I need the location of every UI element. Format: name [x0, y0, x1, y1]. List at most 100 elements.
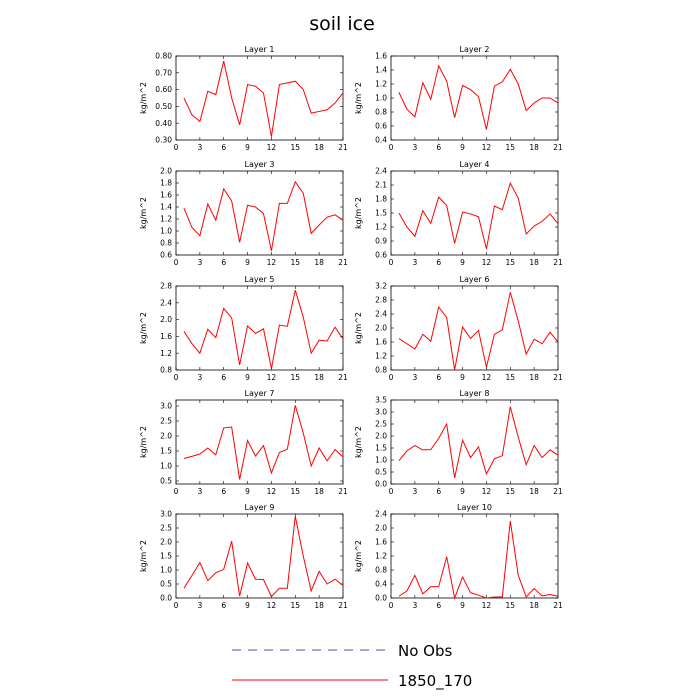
x-tick-label: 3	[412, 487, 417, 496]
y-tick-label: 1.2	[375, 223, 387, 232]
y-tick-label: 0.50	[155, 102, 172, 111]
series-line-1	[398, 520, 559, 600]
x-tick-label: 18	[314, 143, 324, 152]
y-tick-label: 1.4	[375, 66, 387, 75]
x-tick-label: 12	[267, 487, 277, 496]
x-tick-label: 6	[221, 487, 226, 496]
y-tick-label: 2.0	[375, 524, 387, 533]
x-tick-label: 0	[174, 487, 179, 496]
series-line-1	[183, 290, 344, 369]
y-tick-label: 1.6	[160, 191, 172, 200]
x-tick-label: 18	[529, 601, 539, 610]
y-tick-label: 1.2	[375, 552, 387, 561]
series-line-1	[398, 292, 559, 371]
x-tick-label: 3	[197, 373, 202, 382]
y-tick-label: 2.5	[160, 417, 172, 426]
x-tick-label: 6	[221, 373, 226, 382]
x-tick-label: 3	[412, 373, 417, 382]
x-tick-label: 15	[506, 373, 516, 382]
x-tick-label: 0	[174, 143, 179, 152]
y-axis-label: kg/m^2	[139, 426, 148, 458]
x-tick-label: 6	[436, 258, 441, 267]
y-tick-label: 0.8	[160, 366, 172, 375]
x-tick-label: 18	[314, 487, 324, 496]
x-tick-label: 0	[389, 373, 394, 382]
x-tick-label: 21	[338, 487, 348, 496]
y-tick-label: 1.0	[375, 456, 387, 465]
y-axis-label: kg/m^2	[354, 312, 363, 344]
x-tick-label: 0	[389, 601, 394, 610]
y-tick-label: 0.0	[375, 480, 387, 489]
y-axis-label: kg/m^2	[354, 82, 363, 114]
x-tick-label: 0	[389, 487, 394, 496]
y-tick-label: 0.8	[375, 366, 387, 375]
y-tick-label: 1.8	[160, 179, 172, 188]
panel-layer-9: Layer 9 0 3 6 9 12 15 18 21 0.0 0.5 1.0 1.5 2.0 2.5 3.0…	[139, 503, 348, 610]
series-line-1	[398, 181, 559, 250]
y-tick-label: 1.6	[375, 52, 387, 61]
x-tick-label: 12	[267, 601, 277, 610]
y-tick-label: 1.6	[160, 332, 172, 341]
y-tick-label: 1.0	[160, 566, 172, 575]
y-tick-label: 2.8	[375, 296, 387, 305]
series-line-1	[183, 405, 344, 480]
x-tick-label: 15	[506, 487, 516, 496]
x-tick-label: 12	[482, 373, 492, 382]
x-tick-label: 12	[267, 373, 277, 382]
panel-title: Layer 3	[245, 160, 275, 169]
plot-frame	[175, 170, 344, 256]
y-tick-label: 1.6	[375, 338, 387, 347]
x-tick-label: 6	[436, 487, 441, 496]
x-tick-label: 15	[506, 258, 516, 267]
x-tick-label: 6	[436, 373, 441, 382]
x-tick-label: 18	[529, 487, 539, 496]
y-axis-label: kg/m^2	[139, 540, 148, 572]
y-tick-label: 1.5	[375, 209, 387, 218]
y-tick-label: 0.9	[375, 237, 387, 246]
plot-frame	[175, 399, 344, 485]
plot-frame	[390, 285, 559, 371]
y-tick-label: 2.4	[375, 310, 387, 319]
y-tick-label: 1.8	[375, 195, 387, 204]
x-tick-label: 18	[314, 258, 324, 267]
x-tick-label: 6	[436, 143, 441, 152]
y-tick-label: 2.0	[160, 538, 172, 547]
y-tick-label: 0.5	[375, 468, 387, 477]
y-tick-label: 1.2	[375, 352, 387, 361]
y-axis-label: kg/m^2	[139, 82, 148, 114]
x-tick-label: 15	[291, 601, 301, 610]
y-tick-label: 2.4	[160, 298, 172, 307]
x-tick-label: 6	[436, 601, 441, 610]
y-tick-label: 1.2	[160, 349, 172, 358]
x-tick-label: 18	[314, 601, 324, 610]
x-tick-label: 21	[553, 373, 563, 382]
y-tick-label: 0.5	[160, 477, 172, 486]
y-tick-label: 1.6	[375, 538, 387, 547]
y-tick-label: 0.70	[155, 68, 172, 77]
x-tick-label: 12	[482, 143, 492, 152]
plot-frame	[390, 170, 559, 256]
y-tick-label: 3.2	[375, 282, 387, 291]
x-tick-label: 9	[245, 601, 250, 610]
y-tick-label: 2.5	[160, 524, 172, 533]
x-tick-label: 0	[174, 373, 179, 382]
x-tick-label: 21	[338, 143, 348, 152]
panel-title: Layer 8	[460, 389, 490, 398]
x-tick-label: 3	[412, 143, 417, 152]
panel-title: Layer 9	[245, 503, 275, 512]
y-tick-label: 0.6	[375, 122, 387, 131]
y-axis-label: kg/m^2	[354, 426, 363, 458]
x-tick-label: 18	[314, 373, 324, 382]
y-tick-label: 3.5	[375, 396, 387, 405]
y-tick-label: 0.8	[375, 566, 387, 575]
y-tick-label: 0.6	[160, 251, 172, 260]
x-tick-label: 21	[553, 258, 563, 267]
x-tick-label: 3	[197, 601, 202, 610]
x-tick-label: 18	[529, 373, 539, 382]
x-tick-label: 15	[506, 601, 516, 610]
x-tick-label: 3	[412, 258, 417, 267]
x-tick-label: 3	[412, 601, 417, 610]
x-tick-label: 15	[291, 258, 301, 267]
plot-frame	[390, 513, 559, 599]
